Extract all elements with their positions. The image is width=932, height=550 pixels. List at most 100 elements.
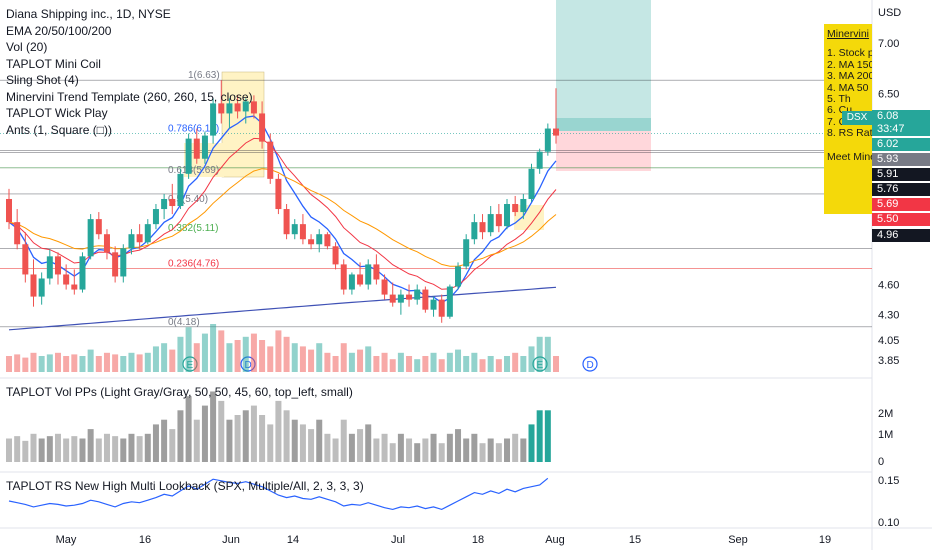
y-tick-label: 7.00 xyxy=(878,38,899,50)
legend-ema[interactable]: EMA 20/50/100/200 xyxy=(6,23,112,38)
level-tag: 5.50 xyxy=(872,213,930,226)
symbol-tag: DSX xyxy=(842,111,872,125)
candle-body xyxy=(316,234,323,245)
candle-body xyxy=(463,239,470,267)
volume-bar xyxy=(22,357,29,372)
candle-body xyxy=(332,246,339,265)
volume-pane-bar xyxy=(161,419,168,462)
volume-pane-bar xyxy=(520,438,527,462)
level-tag: 5.91 xyxy=(872,168,930,181)
volume-pane-bar xyxy=(544,410,551,462)
last-price: 6.08 xyxy=(877,110,899,122)
volume-bar xyxy=(234,340,241,372)
volume-bar xyxy=(259,340,266,372)
volume-bar xyxy=(95,356,102,372)
volume-pane-legend[interactable]: TAPLOT Vol PPs (Light Gray/Gray, 50, 50,… xyxy=(6,385,353,399)
volume-bar xyxy=(495,359,502,372)
candle-body xyxy=(373,264,380,280)
candle-body xyxy=(128,234,135,249)
volume-pane-bar xyxy=(112,436,119,462)
volume-bar xyxy=(54,352,61,372)
volume-bar xyxy=(169,349,176,372)
chart-title[interactable]: Diana Shipping inc., 1D, NYSE xyxy=(6,7,171,21)
candle-body xyxy=(54,256,61,275)
volume-pane-bar xyxy=(487,438,494,462)
minervini-footer: Meet Mine xyxy=(827,150,872,163)
volume-bar xyxy=(455,349,462,372)
candle-body xyxy=(406,294,413,300)
legend-sling-shot[interactable]: Sling Shot (4) xyxy=(6,73,79,87)
volume-bar xyxy=(275,330,282,372)
volume-bar xyxy=(479,359,486,372)
volume-bar xyxy=(471,352,478,372)
candle-body xyxy=(487,214,494,233)
candle-body xyxy=(430,299,437,310)
candle-body xyxy=(283,209,290,235)
candle-body xyxy=(414,289,421,300)
volume-pane-bar xyxy=(267,424,274,462)
volume-bar xyxy=(79,356,86,372)
y-tick-label: 4.30 xyxy=(878,310,899,322)
volume-bar xyxy=(267,346,274,372)
volume-pane-bar xyxy=(471,433,478,462)
candle-body xyxy=(120,248,127,277)
volume-pane-bar xyxy=(71,436,78,462)
rs-axis-label: 0.15 xyxy=(878,475,899,487)
minervini-row: 1. Stock p xyxy=(827,47,872,60)
legend-ants[interactable]: Ants (1, Square (□)) xyxy=(6,122,112,137)
entry-zone xyxy=(556,118,651,131)
legend-vol[interactable]: Vol (20) xyxy=(6,40,48,54)
volume-pane-bar xyxy=(218,400,225,462)
candle-body xyxy=(422,289,429,310)
fib-label: 0.382(5.11) xyxy=(168,223,218,234)
rs-pane-legend[interactable]: TAPLOT RS New High Multi Lookback (SPX, … xyxy=(6,479,364,493)
level-tag: 4.96 xyxy=(872,229,930,242)
candle-body xyxy=(495,214,502,227)
volume-pane-bar xyxy=(38,438,45,462)
candle-body xyxy=(63,274,70,285)
volume-pane-bar xyxy=(14,436,21,462)
legend-mini-coil[interactable]: TAPLOT Mini Coil xyxy=(6,56,101,71)
volume-bar xyxy=(389,359,396,372)
candle-body xyxy=(38,278,45,297)
minervini-row: 4. MA 50 ( xyxy=(827,81,872,94)
volume-bar xyxy=(38,356,45,372)
volume-bar xyxy=(193,343,200,372)
volume-bar xyxy=(30,352,37,372)
volume-pane-bar xyxy=(226,419,233,462)
volume-pane-bar xyxy=(536,410,543,462)
volume-pane-bar xyxy=(210,391,217,462)
volume-pane-bar xyxy=(389,443,396,462)
rs-line xyxy=(8,477,549,511)
minervini-row: 8. RS Rat xyxy=(827,127,872,140)
volume-pane-bar xyxy=(373,438,380,462)
fib-label: 0(4.18) xyxy=(168,317,200,328)
volume-pane-bar xyxy=(95,438,102,462)
candle-body xyxy=(250,101,257,114)
volume-bar xyxy=(430,352,437,372)
fib-label: 1(6.63) xyxy=(188,70,220,81)
volume-pane-bar xyxy=(144,433,151,462)
volume-bar xyxy=(128,352,135,372)
x-tick-label: 14 xyxy=(287,534,299,546)
candle-body xyxy=(291,224,298,235)
level-tag: 5.76 xyxy=(872,183,930,196)
legend-wick-play[interactable]: TAPLOT Wick Play xyxy=(6,106,108,120)
x-tick-label: 19 xyxy=(819,534,831,546)
volume-bar xyxy=(520,356,527,372)
stop-zone xyxy=(556,131,651,171)
volume-bar xyxy=(308,349,315,372)
minervini-row: 5. Th xyxy=(827,93,851,106)
legend-minervini[interactable]: Minervini Trend Template (260, 260, 15, … xyxy=(6,89,253,104)
volume-pane-bar xyxy=(242,410,249,462)
volume-pane-bar xyxy=(234,415,241,462)
volume-pane-bar xyxy=(169,429,176,462)
candle-body xyxy=(71,284,78,290)
y-tick-label: 6.50 xyxy=(878,88,899,100)
volume-pane-bar xyxy=(291,419,298,462)
candle-body xyxy=(144,224,151,243)
volume-bar xyxy=(201,333,208,372)
candle-body xyxy=(512,204,519,213)
volume-bar xyxy=(438,359,445,372)
